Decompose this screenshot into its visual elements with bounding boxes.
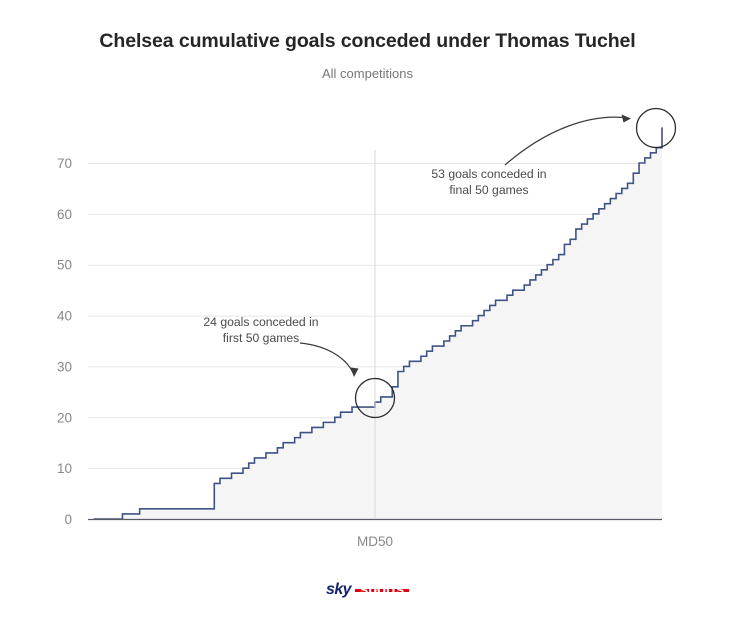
y-axis-tick-label: 30 [57, 359, 72, 374]
y-axis-tick-label: 70 [57, 156, 72, 171]
y-axis-tick-label: 0 [64, 512, 72, 527]
annotation-final-50-line2: final 50 games [449, 183, 528, 197]
annotation-final-50-arrow-head [621, 114, 631, 123]
y-axis-tick-label: 20 [57, 410, 72, 425]
marker-circle-first-50 [354, 377, 396, 419]
x-axis-tick-label: MD50 [357, 534, 393, 549]
annotation-final-50-line1: 53 goals conceded in [431, 167, 546, 181]
y-axis-tick-label: 60 [57, 207, 72, 222]
series-line [93, 127, 663, 520]
sky-sports-logo: sky sports [0, 582, 735, 598]
y-axis-tick-label: 40 [57, 309, 72, 324]
annotation-final-50: 53 goals conceded in final 50 games [431, 107, 677, 197]
chart-subtitle: All competitions [321, 66, 414, 81]
annotation-first-50: 24 goals conceded in first 50 games [203, 315, 396, 419]
y-axis-tick-label: 10 [57, 461, 72, 476]
chart-title: Chelsea cumulative goals conceded under … [99, 30, 636, 52]
annotation-first-50-line1: 24 goals conceded in [203, 315, 318, 329]
series-layer [93, 127, 663, 520]
marker-circle-final-50 [635, 107, 677, 149]
y-axis-tick-label: 50 [57, 258, 72, 273]
annotation-final-50-arrow-curve [504, 116, 629, 166]
y-axis-tick-labels: 0 10 20 30 40 50 60 70 [57, 156, 72, 527]
x-axis-tick-labels: MD50 [357, 534, 393, 549]
sports-wordmark: sports [354, 582, 409, 597]
series-area-fill [93, 127, 663, 520]
annotation-first-50-arrow-head [350, 367, 359, 377]
annotation-first-50-line2: first 50 games [223, 331, 300, 345]
annotation-first-50-arrow-curve [299, 342, 355, 376]
